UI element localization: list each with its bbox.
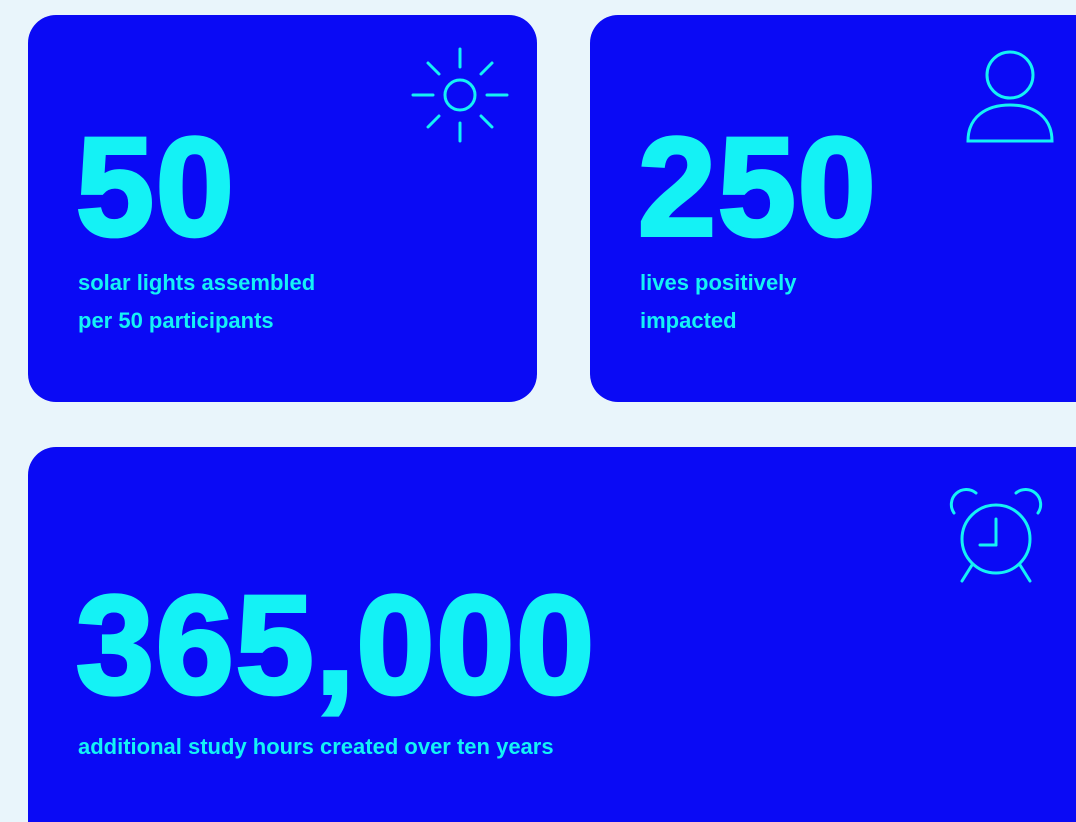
label-line: impacted bbox=[640, 308, 737, 333]
label-line: additional study hours created over ten … bbox=[78, 734, 554, 759]
stat-card: 365,000 additional study hours created o… bbox=[28, 447, 1076, 822]
stat-label: lives positively impacted bbox=[640, 264, 797, 340]
stat-label: additional study hours created over ten … bbox=[78, 728, 554, 766]
stat-card: 250 lives positively impacted bbox=[590, 15, 1076, 402]
sun-icon bbox=[411, 47, 509, 143]
stat-card: 50 solar lights assembled per 50 partici… bbox=[28, 15, 537, 402]
stat-label: solar lights assembled per 50 participan… bbox=[78, 264, 315, 340]
label-line: solar lights assembled bbox=[78, 270, 316, 295]
label-line: lives positively bbox=[640, 270, 797, 295]
stat-number: 250 bbox=[636, 108, 878, 265]
person-icon bbox=[966, 50, 1054, 143]
stat-number: 50 bbox=[74, 108, 236, 265]
alarm-clock-icon bbox=[949, 488, 1043, 583]
stat-number: 365,000 bbox=[74, 566, 597, 723]
label-line: per 50 participants bbox=[78, 308, 274, 333]
